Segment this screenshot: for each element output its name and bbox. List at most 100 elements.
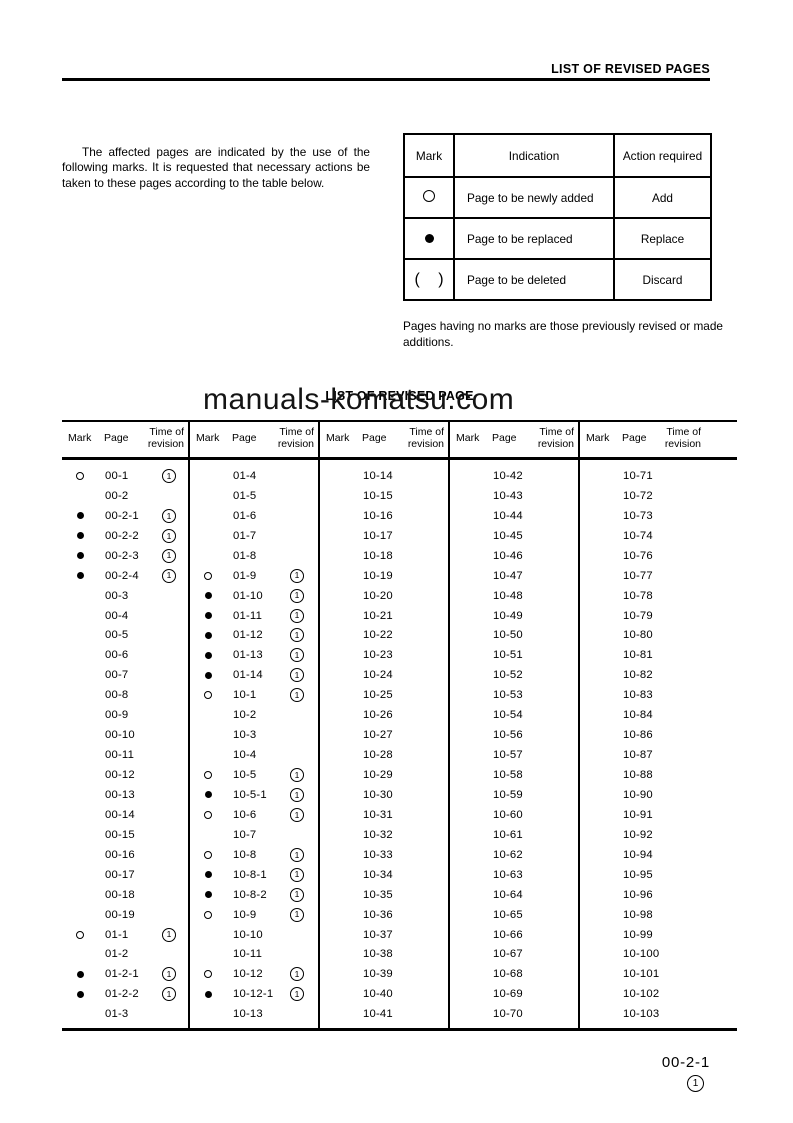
table-row: 01-10 1 xyxy=(190,586,318,606)
table-row: 10-66 xyxy=(450,925,578,945)
table-row: 10-61 xyxy=(450,825,578,845)
page-cell: 10-57 xyxy=(493,749,523,762)
page-cell: 10-74 xyxy=(623,529,653,542)
page-cell: 01-6 xyxy=(233,509,257,522)
page-cell: 10-8-2 xyxy=(233,888,267,901)
revision-table-group-body: 10-14 10-15 10-16 10-17 10-18 10-19 10-20 10-21… xyxy=(320,460,448,1028)
revision-table-group-header: Mark Page Time of revision xyxy=(190,422,318,460)
table-row: 01-12 1 xyxy=(190,626,318,646)
page-added-mark-icon xyxy=(204,970,212,979)
watermark-text: manuals-komatsu.com xyxy=(203,383,515,416)
page-cell: 10-29 xyxy=(363,769,393,782)
table-row: 10-13 xyxy=(190,1004,318,1024)
revision-cell: 1 xyxy=(162,967,188,982)
table-row: 10-25 xyxy=(320,685,448,705)
page-cell: 10-82 xyxy=(623,669,653,682)
column-header-page: Page xyxy=(492,432,517,444)
page-cell: 10-35 xyxy=(363,888,393,901)
table-row: 01-2-1 1 xyxy=(62,964,188,984)
page-replaced-mark-icon xyxy=(76,572,84,580)
page-cell: 10-60 xyxy=(493,808,523,821)
table-row: 10-62 xyxy=(450,845,578,865)
page-cell: 10-68 xyxy=(493,968,523,981)
page-replaced-mark-icon xyxy=(204,612,212,620)
table-row: 10-54 xyxy=(450,705,578,725)
column-header-time-of-revision: Time of revision xyxy=(537,426,574,450)
page-cell: 10-56 xyxy=(493,729,523,742)
footer-revision-badge-icon: 1 xyxy=(687,1075,704,1092)
page-cell: 10-64 xyxy=(493,888,523,901)
mark-cell xyxy=(190,612,226,620)
page-cell: 00-16 xyxy=(105,848,135,861)
column-header-mark: Mark xyxy=(326,432,350,444)
mark-cell xyxy=(190,970,226,979)
page-replaced-mark-icon xyxy=(204,631,212,639)
column-header-time-of-revision: Time of revision xyxy=(407,426,444,450)
page-cell: 10-81 xyxy=(623,649,653,662)
revision-1-badge-icon: 1 xyxy=(290,807,304,822)
marks-table-row: Page to be replaced Replace xyxy=(403,217,712,260)
page-replaced-mark-icon xyxy=(76,970,84,978)
page-cell: 10-3 xyxy=(233,729,257,742)
table-row: 10-47 xyxy=(450,566,578,586)
revision-table-group: Mark Page Time of revision 00-1 1 00-2 00-2-1 1… xyxy=(62,422,190,1029)
mark-cell xyxy=(62,532,98,540)
revision-table-group: Mark Page Time of revision 01-4 01-5 01-6 01-7… xyxy=(190,422,320,1029)
page-cell: 10-28 xyxy=(363,749,393,762)
table-row: 10-80 xyxy=(580,626,737,646)
column-header-page: Page xyxy=(362,432,387,444)
table-row: 10-26 xyxy=(320,705,448,725)
revision-table-group-body: 00-1 1 00-2 00-2-1 1 00-2-2 1 00-2-3 1 00-2-4 1 00-… xyxy=(62,460,188,1028)
page-cell: 01-2-1 xyxy=(105,968,139,981)
revision-table-group-header: Mark Page Time of revision xyxy=(320,422,448,460)
table-row: 01-2-2 1 xyxy=(62,984,188,1004)
mark-cell xyxy=(190,691,226,700)
table-row: 10-82 xyxy=(580,665,737,685)
revision-1-badge-icon: 1 xyxy=(162,568,176,583)
revision-1-badge-icon: 1 xyxy=(162,987,176,1002)
revision-cell: 1 xyxy=(290,768,318,783)
table-row: 00-8 xyxy=(62,685,188,705)
revision-1-badge-icon: 1 xyxy=(290,847,304,862)
revision-cell: 1 xyxy=(290,967,318,982)
revision-table-group-header: Mark Page Time of revision xyxy=(450,422,578,460)
page-cell: 10-20 xyxy=(363,589,393,602)
page-cell: 10-14 xyxy=(363,469,393,482)
page-cell: 10-94 xyxy=(623,848,653,861)
column-header-page: Page xyxy=(622,432,647,444)
page-cell: 10-101 xyxy=(623,968,660,981)
page-replaced-mark-icon xyxy=(204,592,212,600)
indication-cell: Page to be replaced xyxy=(453,217,615,260)
table-row: 10-65 xyxy=(450,905,578,925)
mark-cell xyxy=(62,930,98,939)
page-cell: 00-2 xyxy=(105,489,129,502)
page-replaced-mark-icon xyxy=(204,871,212,879)
page-deleted-mark-icon: ( ) xyxy=(414,270,444,288)
page-cell: 10-8-1 xyxy=(233,868,267,881)
mark-cell xyxy=(403,217,455,260)
table-row: 10-20 xyxy=(320,586,448,606)
table-row: 00-2-2 1 xyxy=(62,526,188,546)
page-cell: 00-8 xyxy=(105,689,129,702)
page-cell: 10-33 xyxy=(363,848,393,861)
page-cell: 10-6 xyxy=(233,808,257,821)
revision-cell: 1 xyxy=(290,867,318,882)
page-cell: 01-3 xyxy=(105,1008,129,1021)
table-row: 00-9 xyxy=(62,705,188,725)
column-header-mark: Mark xyxy=(456,432,480,444)
revision-cell: 1 xyxy=(162,528,188,543)
page-cell: 01-10 xyxy=(233,589,263,602)
table-row: 10-52 xyxy=(450,665,578,685)
table-row: 10-99 xyxy=(580,925,737,945)
page-added-mark-icon xyxy=(76,930,84,939)
table-row: 10-24 xyxy=(320,665,448,685)
page-cell: 10-41 xyxy=(363,1008,393,1021)
column-header-mark: Mark xyxy=(586,432,610,444)
revision-1-badge-icon: 1 xyxy=(162,528,176,543)
page-cell: 01-13 xyxy=(233,649,263,662)
page-cell: 10-23 xyxy=(363,649,393,662)
table-row: 10-58 xyxy=(450,765,578,785)
page-cell: 10-38 xyxy=(363,948,393,961)
table-row: 10-50 xyxy=(450,626,578,646)
